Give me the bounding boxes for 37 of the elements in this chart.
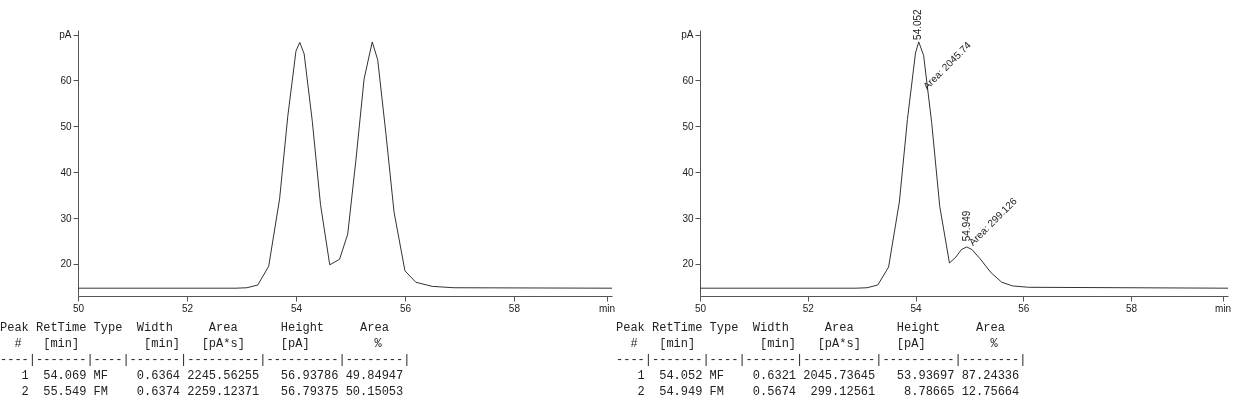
y-tick-label: 30 (682, 212, 694, 224)
x-tick-label: 50 (694, 302, 707, 314)
y-tick-label: 40 (682, 166, 694, 178)
y-tick-label: 20 (682, 258, 694, 270)
text: 1 54.069 MF 0.6364 2245.56255 56.93786 49.84947 (21, 369, 404, 383)
x-tick-label: 52 (181, 302, 194, 314)
x-tick-label: 58 (1125, 302, 1138, 314)
text: # [min] [min] [pA*s] [pA] % (630, 337, 998, 351)
annotation: 54.052 (912, 8, 924, 40)
x-tick-label: 50 (72, 302, 85, 314)
line-series (77, 41, 613, 289)
x-tick-label: min (598, 302, 616, 314)
y-tick-label: 40 (60, 166, 72, 178)
x-tick-label: min (1215, 302, 1232, 314)
text: 2 55.549 FM 0.6374 2259.12371 56.79375 50.15053 (21, 385, 404, 399)
text: # [min] [min] [pA*s] [pA] % (14, 337, 382, 351)
y-tick-label: pA (681, 29, 694, 41)
y-tick-label: 60 (60, 74, 72, 86)
y-tick-label: 50 (60, 120, 72, 132)
x-tick-label: 54 (290, 302, 303, 314)
line-series (699, 41, 1229, 289)
text: Peak RetTime Type Width Area Height Area (0, 321, 389, 335)
text: ----|-------|----|-------|----------|----------|--------| (616, 353, 1027, 367)
x-tick-label: 56 (1018, 302, 1030, 314)
text: 1 54.052 MF 0.6321 2045.73645 53.93697 87.24336 (637, 369, 1020, 383)
x-tick-label: 56 (399, 302, 412, 314)
x-tick-label: 54 (910, 302, 923, 314)
y-tick-label: 20 (60, 258, 72, 270)
text: ----|-------|----|-------|----------|----------|--------| (0, 353, 411, 367)
y-tick-label: 30 (60, 212, 72, 224)
y-tick-label: pA (59, 29, 72, 41)
y-tick-label: 60 (682, 74, 694, 86)
text: Peak RetTime Type Width Area Height Area (616, 321, 1005, 335)
x-tick-label: 58 (508, 302, 521, 314)
text: 2 54.949 FM 0.5674 299.12561 8.78665 12.75664 (637, 385, 1020, 399)
y-tick-label: 50 (682, 120, 694, 132)
x-tick-label: 52 (802, 302, 815, 314)
